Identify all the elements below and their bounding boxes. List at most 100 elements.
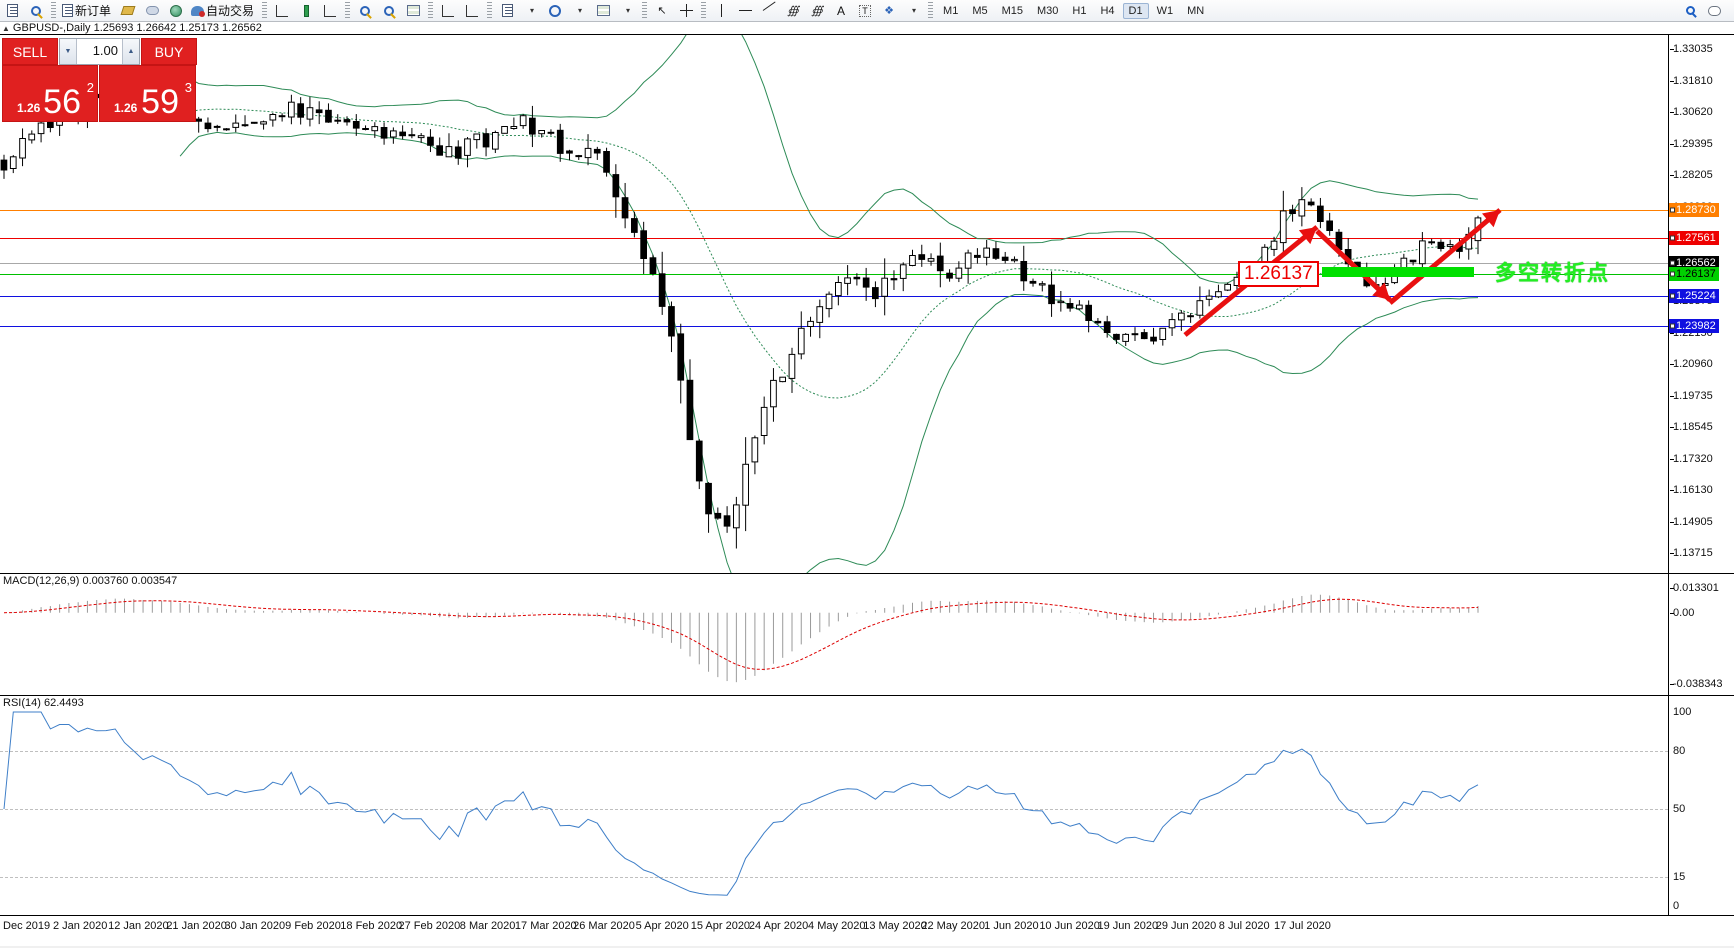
- timeframe-button-m1[interactable]: M1: [943, 4, 959, 17]
- price-pane[interactable]: 1.26137 多空转折点 1.33035 1.31810 1.30620 1.2939…: [0, 35, 1734, 573]
- turning-point-zone[interactable]: [1322, 267, 1474, 277]
- signals-icon[interactable]: [165, 1, 187, 21]
- zoom-in-icon[interactable]: [354, 1, 376, 21]
- candlestick-chart-icon[interactable]: [295, 1, 317, 21]
- timeframe-button-m5[interactable]: M5: [972, 4, 988, 17]
- templates-icon[interactable]: [592, 1, 614, 21]
- text-tool-icon: A: [837, 3, 846, 18]
- level-drag-handle[interactable]: [1670, 207, 1675, 213]
- rsi-y-axis[interactable]: 100 80 50 15 0: [1668, 696, 1734, 915]
- timeframe-button-h1[interactable]: H1: [1072, 4, 1087, 17]
- text-label-tool-icon[interactable]: T: [854, 1, 876, 21]
- volume-stepper[interactable]: ▼ 1.00 ▲: [59, 38, 140, 65]
- algo-trading-button[interactable]: 自动交易: [189, 1, 258, 21]
- rsi-series-svg: [3, 711, 1479, 896]
- timeframe-button-d1[interactable]: D1: [1122, 2, 1149, 19]
- trendline-tool-icon: [763, 4, 776, 17]
- price-annotation-box[interactable]: 1.26137: [1238, 261, 1319, 287]
- line-chart-icon[interactable]: [319, 1, 341, 21]
- price-level-badge[interactable]: 1.28730: [1669, 203, 1719, 217]
- price-tick-label: 1.14905: [1670, 516, 1713, 528]
- rsi-pane[interactable]: RSI(14) 62.4493 100 80 50 15 0: [0, 695, 1734, 915]
- level-drag-handle[interactable]: [1670, 293, 1675, 299]
- new-order-button[interactable]: 新订单: [60, 1, 115, 21]
- volume-value[interactable]: 1.00: [92, 43, 118, 58]
- fibonacci-tool-icon[interactable]: ∰: [806, 1, 828, 21]
- toolbar-separator: [701, 1, 707, 20]
- volume-increase-button[interactable]: ▲: [122, 39, 139, 64]
- bar-chart-icon[interactable]: [271, 1, 293, 21]
- level-drag-handle[interactable]: [1670, 260, 1675, 266]
- chart-window[interactable]: ▲ GBPUSD-,Daily 1.25693 1.26642 1.25173 …: [0, 22, 1734, 948]
- timeframe-button-h4[interactable]: H4: [1100, 4, 1115, 17]
- buy-button[interactable]: BUY: [141, 38, 197, 65]
- date-tick-label: 10 Jun 2020: [1039, 920, 1100, 932]
- price-level-line[interactable]: [0, 238, 1668, 239]
- tick-mark: [1670, 395, 1674, 397]
- auto-scroll-icon[interactable]: [437, 1, 459, 21]
- volume-decrease-button[interactable]: ▼: [60, 39, 77, 64]
- period-icon[interactable]: [544, 1, 566, 21]
- buy-price-display[interactable]: 1.26 59 3: [99, 65, 196, 122]
- price-level-line[interactable]: [0, 326, 1668, 327]
- price-level-line[interactable]: [0, 296, 1668, 297]
- candle-body: [1113, 333, 1120, 340]
- level-drag-handle[interactable]: [1670, 271, 1675, 277]
- tick-mark: [1670, 458, 1674, 460]
- level-drag-handle[interactable]: [1670, 323, 1675, 329]
- horizontal-line-tool-icon[interactable]: [734, 1, 756, 21]
- price-level-badge[interactable]: 1.27561: [1669, 231, 1719, 245]
- shapes-dropdown-caret[interactable]: ▾: [902, 1, 924, 21]
- zoom-out-icon[interactable]: [378, 1, 400, 21]
- vertical-line-tool-icon[interactable]: [710, 1, 732, 21]
- candle-body: [1187, 315, 1194, 318]
- chat-bubble-icon[interactable]: [1703, 1, 1725, 21]
- indicators-dropdown-caret[interactable]: ▾: [520, 1, 542, 21]
- chart-shift-icon[interactable]: [461, 1, 483, 21]
- candle-body: [436, 145, 443, 156]
- price-y-axis[interactable]: 1.330351.318101.306201.293951.282051.269…: [1668, 35, 1734, 573]
- price-level-line[interactable]: [0, 263, 1668, 264]
- price-level-badge[interactable]: 1.26562: [1669, 256, 1719, 270]
- macd-plot-area[interactable]: [0, 574, 1668, 696]
- candle-body: [473, 133, 481, 141]
- shapes-tool-icon[interactable]: ❖: [878, 1, 900, 21]
- period-dropdown-caret[interactable]: ▾: [568, 1, 590, 21]
- market-watch-icon[interactable]: [1, 1, 23, 21]
- price-tick-label: 1.20960: [1670, 358, 1713, 370]
- macd-y-axis[interactable]: 0.013301 0.00 -0.038343: [1668, 574, 1734, 695]
- one-click-trading-panel[interactable]: SELL ▼ 1.00 ▲ BUY 1.26 56 2 1.26 59 3: [2, 38, 197, 122]
- strategy-tester-icon[interactable]: [141, 1, 163, 21]
- metaeditor-icon[interactable]: [117, 1, 139, 21]
- price-plot-area[interactable]: 1.26137 多空转折点: [0, 35, 1668, 573]
- rsi-plot-area[interactable]: [0, 696, 1668, 916]
- price-level-line[interactable]: [0, 210, 1668, 211]
- search-icon[interactable]: [1679, 1, 1701, 21]
- templates-dropdown-caret[interactable]: ▾: [616, 1, 638, 21]
- timeframe-button-mn[interactable]: MN: [1187, 4, 1205, 17]
- timeframe-button-m30[interactable]: M30: [1037, 4, 1059, 17]
- timeframe-button-w1[interactable]: W1: [1156, 4, 1174, 17]
- price-level-badge[interactable]: 1.23982: [1669, 319, 1719, 333]
- text-tool-icon[interactable]: A: [830, 1, 852, 21]
- timeframe-button-m15[interactable]: M15: [1001, 4, 1023, 17]
- collapse-icon[interactable]: ▲: [2, 23, 10, 33]
- equidistant-channel-tool-icon[interactable]: ∰: [782, 1, 804, 21]
- chart-grid-icon[interactable]: [402, 1, 424, 21]
- sell-button[interactable]: SELL: [2, 38, 58, 65]
- macd-pane[interactable]: MACD(12,26,9) 0.003760 0.003547 0.013301…: [0, 573, 1734, 695]
- candle-body: [1020, 261, 1028, 282]
- cursor-tool-icon[interactable]: ↖: [651, 1, 673, 21]
- price-level-badge[interactable]: 1.25224: [1669, 289, 1719, 303]
- indicators-icon[interactable]: [496, 1, 518, 21]
- toolbar-grip[interactable]: [928, 1, 934, 20]
- data-window-icon[interactable]: [25, 1, 47, 21]
- indicators-dropdown-caret: ▾: [530, 6, 535, 15]
- trendline-tool-icon[interactable]: [758, 1, 780, 21]
- price-level-badge[interactable]: 1.26137: [1669, 267, 1719, 281]
- toolbar-separator: [642, 1, 648, 20]
- level-drag-handle[interactable]: [1670, 235, 1675, 241]
- sell-price-display[interactable]: 1.26 56 2: [2, 65, 98, 122]
- crosshair-tool-icon[interactable]: [675, 1, 697, 21]
